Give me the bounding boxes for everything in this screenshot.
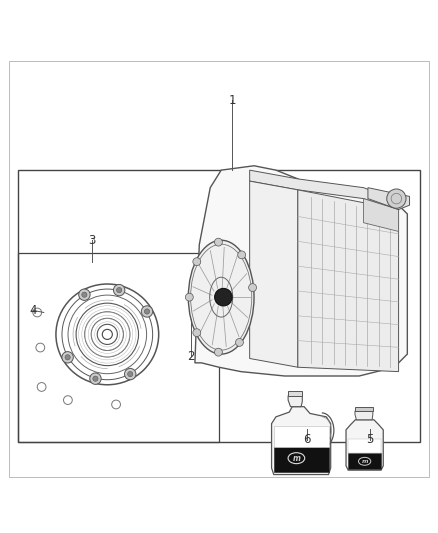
- Ellipse shape: [288, 453, 305, 464]
- Bar: [18, 170, 420, 442]
- Circle shape: [141, 306, 153, 317]
- Circle shape: [193, 258, 201, 265]
- Bar: [348, 453, 381, 469]
- Circle shape: [193, 329, 201, 337]
- Polygon shape: [355, 411, 373, 420]
- Circle shape: [113, 285, 125, 296]
- Polygon shape: [346, 420, 383, 470]
- Circle shape: [82, 292, 87, 297]
- Text: m: m: [293, 454, 300, 463]
- Circle shape: [124, 368, 136, 380]
- Text: m: m: [361, 459, 368, 464]
- Circle shape: [117, 287, 122, 293]
- Text: 5: 5: [367, 433, 374, 446]
- Circle shape: [65, 354, 70, 360]
- Circle shape: [93, 376, 98, 381]
- Text: 3: 3: [88, 233, 95, 247]
- Polygon shape: [368, 188, 410, 209]
- Bar: [348, 439, 381, 453]
- Bar: [288, 391, 302, 395]
- Circle shape: [387, 189, 406, 208]
- Circle shape: [79, 289, 90, 301]
- Polygon shape: [364, 199, 399, 231]
- Circle shape: [249, 284, 257, 292]
- Text: 2: 2: [187, 350, 194, 363]
- Bar: [355, 407, 373, 411]
- Circle shape: [215, 238, 223, 246]
- Ellipse shape: [358, 457, 371, 465]
- Bar: [274, 447, 328, 472]
- Circle shape: [215, 348, 223, 356]
- Text: 4: 4: [29, 304, 37, 317]
- Polygon shape: [272, 407, 331, 474]
- Polygon shape: [195, 166, 407, 376]
- Text: 6: 6: [303, 433, 311, 446]
- Text: 1: 1: [228, 94, 236, 107]
- Polygon shape: [288, 395, 302, 407]
- Circle shape: [185, 293, 193, 301]
- Polygon shape: [250, 170, 399, 209]
- Polygon shape: [298, 190, 399, 372]
- Ellipse shape: [188, 240, 254, 354]
- Bar: [274, 426, 328, 447]
- Circle shape: [236, 338, 244, 346]
- Bar: [18, 253, 219, 442]
- Circle shape: [62, 352, 73, 363]
- Polygon shape: [250, 181, 298, 367]
- Circle shape: [145, 309, 150, 314]
- Circle shape: [127, 372, 133, 377]
- Circle shape: [238, 251, 246, 259]
- Circle shape: [90, 373, 101, 384]
- Circle shape: [215, 288, 232, 306]
